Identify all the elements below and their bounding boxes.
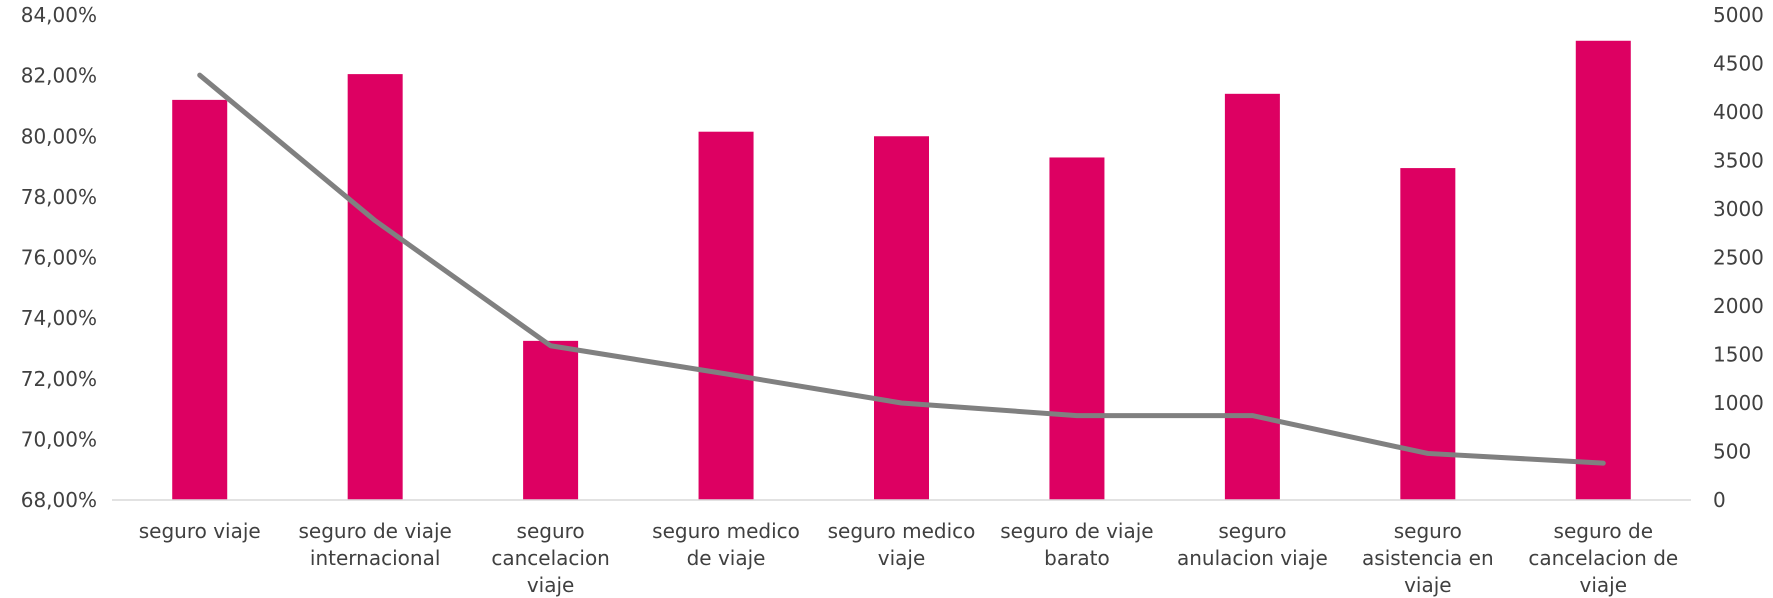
category-label-line: internacional bbox=[310, 546, 440, 570]
category-label-line: seguro de bbox=[1554, 519, 1653, 543]
category-label-line: seguro bbox=[1218, 519, 1286, 543]
right-axis-tick-label: 0 bbox=[1713, 488, 1726, 512]
category-label-line: cancelacion de bbox=[1528, 546, 1678, 570]
line-point bbox=[199, 74, 201, 76]
right-axis-tick-label: 1000 bbox=[1713, 391, 1764, 415]
category-label: seguro asistencia en viaje bbox=[1362, 519, 1494, 597]
left-axis-tick-label: 80,00% bbox=[21, 124, 97, 148]
bar bbox=[698, 131, 754, 500]
category-label-line: seguro de viaje bbox=[1000, 519, 1153, 543]
bar bbox=[347, 74, 403, 500]
line-point bbox=[550, 345, 552, 347]
line-point bbox=[1251, 415, 1253, 417]
category-label: seguro medico de viaje bbox=[652, 519, 800, 570]
category-label: seguro medico viaje bbox=[828, 519, 976, 570]
right-axis-tick-label: 4500 bbox=[1713, 52, 1764, 76]
line-point bbox=[1076, 415, 1078, 417]
right-axis-tick-label: 2000 bbox=[1713, 294, 1764, 318]
category-label-line: viaje bbox=[1404, 573, 1452, 597]
right-axis-tick-label: 1500 bbox=[1713, 343, 1764, 367]
right-y-axis: 0 500 1000 1500 2000 2500 3000 3500 4000 4500 5000 bbox=[1713, 3, 1764, 512]
category-label-line: seguro medico bbox=[652, 519, 800, 543]
line-point bbox=[901, 402, 902, 404]
left-y-axis: 68,00% 70,00% 72,00% 74,00% 76,00% 78,00% 80,0… bbox=[21, 3, 97, 512]
category-label-line: viaje bbox=[1580, 573, 1628, 597]
left-axis-tick-label: 70,00% bbox=[21, 427, 97, 451]
left-axis-tick-label: 74,00% bbox=[21, 306, 97, 330]
right-axis-tick-label: 3000 bbox=[1713, 197, 1764, 221]
left-axis-tick-label: 82,00% bbox=[21, 64, 97, 88]
bar bbox=[523, 340, 579, 500]
category-label-line: de viaje bbox=[687, 546, 766, 570]
category-label-line: seguro de viaje bbox=[298, 519, 451, 543]
category-label: seguro de viaje internacional bbox=[298, 519, 451, 570]
right-axis-tick-label: 3500 bbox=[1713, 149, 1764, 173]
category-label-line: asistencia en bbox=[1362, 546, 1494, 570]
bar bbox=[1049, 157, 1105, 500]
left-axis-tick-label: 78,00% bbox=[21, 185, 97, 209]
bar bbox=[1224, 93, 1280, 500]
line-series bbox=[197, 72, 1606, 466]
bar-series bbox=[172, 40, 1631, 500]
left-axis-tick-label: 76,00% bbox=[21, 246, 97, 270]
line-point bbox=[725, 373, 727, 375]
bar bbox=[1575, 40, 1631, 500]
bar bbox=[172, 99, 228, 500]
right-axis-tick-label: 5000 bbox=[1713, 3, 1764, 27]
category-label-line: anulacion viaje bbox=[1177, 546, 1328, 570]
category-label-line: seguro medico bbox=[828, 519, 976, 543]
category-label: seguro anulacion viaje bbox=[1177, 519, 1328, 570]
category-label: seguro cancelacion viaje bbox=[491, 519, 610, 597]
category-label: seguro viaje bbox=[139, 519, 261, 543]
bar bbox=[874, 136, 929, 500]
left-axis-tick-label: 72,00% bbox=[21, 367, 97, 391]
category-label-line: viaje bbox=[527, 573, 575, 597]
category-label-line: cancelacion bbox=[491, 546, 610, 570]
left-axis-tick-label: 68,00% bbox=[21, 488, 97, 512]
right-axis-tick-label: 4000 bbox=[1713, 100, 1764, 124]
category-label: seguro de viaje barato bbox=[1000, 519, 1153, 570]
bar bbox=[1400, 168, 1456, 500]
category-label-line: seguro bbox=[1394, 519, 1462, 543]
category-label-line: seguro bbox=[517, 519, 585, 543]
x-axis-category-labels: seguro viaje seguro de viaje internacional… bbox=[139, 519, 1678, 597]
category-label-line: barato bbox=[1044, 546, 1110, 570]
right-axis-tick-label: 2500 bbox=[1713, 246, 1764, 270]
right-axis-tick-label: 500 bbox=[1713, 440, 1751, 464]
left-axis-tick-label: 84,00% bbox=[21, 3, 97, 27]
category-label-line: seguro viaje bbox=[139, 519, 261, 543]
line-point bbox=[374, 220, 376, 222]
line-point bbox=[1427, 452, 1429, 454]
category-label-line: viaje bbox=[878, 546, 926, 570]
category-label: seguro de cancelacion de viaje bbox=[1528, 519, 1678, 597]
line-point bbox=[1602, 462, 1604, 464]
